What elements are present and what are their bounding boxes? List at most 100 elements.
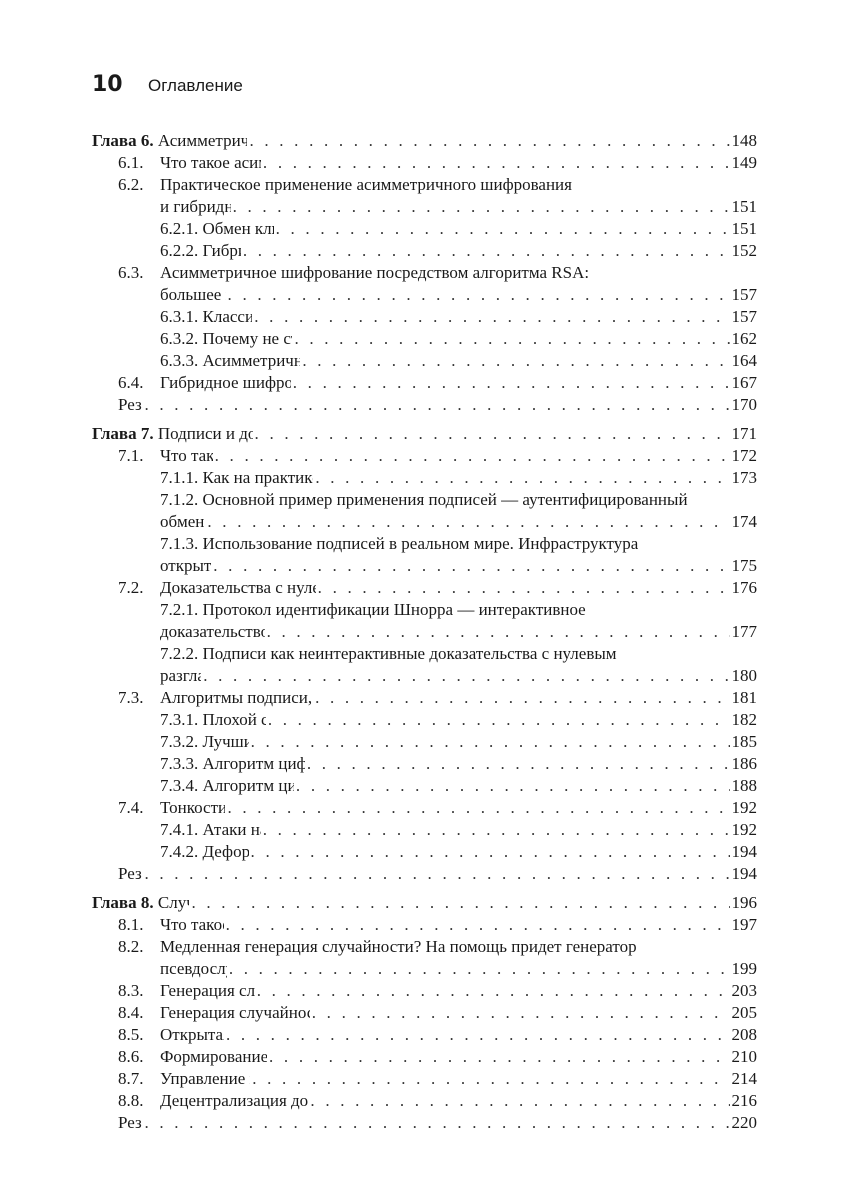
entry-title: Медленная генерация случайности? На помо… bbox=[160, 936, 637, 958]
chapter-label: Глава 8. bbox=[92, 893, 154, 912]
section-number: 6.2. bbox=[118, 175, 144, 194]
entry-text: 6.3.1. Классический алгоритм RSA bbox=[160, 307, 253, 326]
toc-entry-section[interactable]: 6.4. Гибридное шифрование с помощью алгор… bbox=[92, 372, 757, 394]
entry-text: 7.2.1. Протокол идентификации Шнорра — и… bbox=[160, 600, 586, 619]
entry-title: Формирование ключей с помощью HKDF bbox=[160, 1046, 267, 1068]
page-ref: 149 bbox=[731, 153, 758, 172]
section-number: 7.3. bbox=[118, 688, 144, 707]
toc-entry-section[interactable]: 8.7. Управление ключами и секретами 214 bbox=[92, 1068, 757, 1090]
dot-leader bbox=[293, 372, 730, 394]
dot-leader bbox=[251, 841, 730, 863]
toc-entry-continuation[interactable]: разглашением 180 bbox=[92, 665, 757, 687]
entry-text: Что такое случайность bbox=[160, 915, 224, 934]
toc-entry-sub[interactable]: 7.2.1. Протокол идентификации Шнорра — и… bbox=[92, 599, 757, 621]
dot-leader bbox=[267, 621, 730, 643]
toc-entry-sub[interactable]: 7.3.2. Лучший стандарт RSA-PSS 185 bbox=[92, 731, 757, 753]
toc-entry-section[interactable]: 6.3. Асимметричное шифрование посредством… bbox=[92, 262, 757, 284]
dot-leader bbox=[310, 1090, 729, 1112]
page-ref: 167 bbox=[731, 373, 758, 392]
chapter-title: Асимметричный и гибридный виды шифровани… bbox=[157, 131, 248, 150]
toc-entry-section[interactable]: 8.5. Открытая случайность 208 bbox=[92, 1024, 757, 1046]
entry-title: Глава 6. Асимметричный и гибридный виды … bbox=[92, 130, 247, 152]
entry-text: Асимметричное шифрование посредством алг… bbox=[160, 263, 590, 282]
page-ref: 172 bbox=[731, 446, 758, 465]
toc-entry-sub[interactable]: 7.1.2. Основной пример применения подпис… bbox=[92, 489, 757, 511]
section-number: 8.6. bbox=[118, 1047, 144, 1066]
toc-entry-section[interactable]: 8.8. Децентрализация доверия с помощью по… bbox=[92, 1090, 757, 1112]
toc-entry-chapter[interactable]: Глава 8. Случайность и секреты 196 bbox=[92, 892, 757, 914]
toc-entry-sub[interactable]: 7.3.3. Алгоритм цифровой подписи на элли… bbox=[92, 753, 757, 775]
entry-title: 7.1.1. Как на практике происходит добавл… bbox=[160, 467, 313, 489]
toc-entry-section[interactable]: 8.4. Генерация случайности и требования о… bbox=[92, 1002, 757, 1024]
toc-entry-continuation[interactable]: открытых ключей 175 bbox=[92, 555, 757, 577]
toc-entry-sub[interactable]: 6.3.2. Почему не стоит использовать RSA … bbox=[92, 328, 757, 350]
entry-text: Резюме bbox=[118, 1113, 142, 1132]
entry-text: Доказательства с нулевым разглашением. П… bbox=[160, 578, 316, 597]
toc-entry-section[interactable]: 8.6. Формирование ключей с помощью HKDF 21… bbox=[92, 1046, 757, 1068]
dot-leader bbox=[302, 350, 729, 372]
toc-entry-continuation[interactable]: доказательство с нулевым разглашением 177 bbox=[92, 621, 757, 643]
toc-entry-summary[interactable]: Резюме 170 bbox=[92, 394, 757, 416]
toc-entry-chapter[interactable]: Глава 6. Асимметричный и гибридный виды … bbox=[92, 130, 757, 152]
toc-entry-sub[interactable]: 6.2.2. Гибридное шифрование 152 bbox=[92, 240, 757, 262]
toc-entry-continuation[interactable]: псевдослучайных чисел 199 bbox=[92, 958, 757, 980]
entry-text: 7.3.4. Алгоритм цифровой подписи на крив… bbox=[160, 776, 294, 795]
toc-entry-sub[interactable]: 6.3.1. Классический алгоритм RSA 157 bbox=[92, 306, 757, 328]
dot-leader bbox=[257, 980, 730, 1002]
toc-entry-chapter[interactable]: Глава 7. Подписи и доказательства с нуле… bbox=[92, 423, 757, 445]
chapter-title: Случайность и секреты bbox=[157, 893, 190, 912]
toc-entry-section[interactable]: 8.1. Что такое случайность 197 bbox=[92, 914, 757, 936]
toc-entry-section[interactable]: 8.2. Медленная генерация случайности? На … bbox=[92, 936, 757, 958]
page-ref: 180 bbox=[731, 666, 758, 685]
toc-entry-sub[interactable]: 6.2.1. Обмен ключами и инкапсуляция ключ… bbox=[92, 218, 757, 240]
toc-entry-continuation[interactable]: и гибридное шифрование 151 bbox=[92, 196, 757, 218]
page-ref: 192 bbox=[731, 798, 758, 817]
entry-title: 7.1.2. Основной пример применения подпис… bbox=[160, 489, 688, 511]
dot-leader bbox=[243, 240, 730, 262]
toc-entry-section[interactable]: 6.2. Практическое применение асимметрично… bbox=[92, 174, 757, 196]
entry-title: Алгоритмы подписи, которые следует (или … bbox=[160, 687, 313, 709]
entry-text: Медленная генерация случайности? На помо… bbox=[160, 937, 637, 956]
dot-leader bbox=[229, 958, 730, 980]
dot-leader bbox=[249, 130, 729, 152]
dot-leader bbox=[144, 1112, 729, 1134]
entry-text: Генерация случайности на практике bbox=[160, 981, 255, 1000]
page-ref: 192 bbox=[731, 820, 758, 839]
toc-entry-section[interactable]: 8.3. Генерация случайности на практике 203 bbox=[92, 980, 757, 1002]
dot-leader bbox=[233, 196, 730, 218]
toc-entry-section[interactable]: 7.2. Доказательства с нулевым разглашение… bbox=[92, 577, 757, 599]
entry-title: 7.4.2. Деформируемость подписи bbox=[160, 841, 249, 863]
toc-entry-sub[interactable]: 7.3.1. Плохой стандарт RSA PKCS#1 v1.5 18… bbox=[92, 709, 757, 731]
dot-leader bbox=[255, 423, 730, 445]
toc-entry-summary[interactable]: Резюме 194 bbox=[92, 863, 757, 885]
page-number: 10 bbox=[92, 72, 123, 97]
toc-entry-section[interactable]: 7.1. Что такое подпись 172 bbox=[92, 445, 757, 467]
entry-title: Управление ключами и секретами bbox=[160, 1068, 250, 1090]
entry-text: Что такое подпись bbox=[160, 446, 213, 465]
entry-text: Гибридное шифрование с помощью алгоритма… bbox=[160, 373, 291, 392]
toc-entry-sub[interactable]: 6.3.3. Асимметричное шифрование с помощь… bbox=[92, 350, 757, 372]
entry-text: 7.3.2. Лучший стандарт RSA-PSS bbox=[160, 732, 249, 751]
toc-entry-sub[interactable]: 7.3.4. Алгоритм цифровой подписи на крив… bbox=[92, 775, 757, 797]
toc-entry-continuation[interactable]: большее и меньшее зло 157 bbox=[92, 284, 757, 306]
page-ref: 157 bbox=[731, 307, 758, 326]
toc-entry-sub[interactable]: 7.4.1. Атаки на подписи через подмену 192 bbox=[92, 819, 757, 841]
toc-entry-sub[interactable]: 7.4.2. Деформируемость подписи 194 bbox=[92, 841, 757, 863]
toc-entry-continuation[interactable]: обмен ключами 174 bbox=[92, 511, 757, 533]
entry-title: Резюме bbox=[118, 1112, 142, 1134]
toc-entry-sub[interactable]: 7.1.3. Использование подписей в реальном… bbox=[92, 533, 757, 555]
toc-entry-section[interactable]: 7.4. Тонкости схем подписи 192 bbox=[92, 797, 757, 819]
toc-entry-sub[interactable]: 7.2.2. Подписи как неинтерактивные доказ… bbox=[92, 643, 757, 665]
entry-text: 6.2.1. Обмен ключами и инкапсуляция ключ… bbox=[160, 219, 274, 238]
entry-title-continuation: большее и меньшее зло bbox=[160, 285, 226, 304]
page-ref: 205 bbox=[731, 1003, 758, 1022]
toc-entry-section[interactable]: 6.1. Что такое асимметричное шифрование 14… bbox=[92, 152, 757, 174]
toc-entry-section[interactable]: 7.3. Алгоритмы подписи, которые следует (… bbox=[92, 687, 757, 709]
page-ref: 208 bbox=[731, 1025, 758, 1044]
entry-title: 7.1.3. Использование подписей в реальном… bbox=[160, 533, 638, 555]
toc-entry-sub[interactable]: 7.1.1. Как на практике происходит добавл… bbox=[92, 467, 757, 489]
dot-leader bbox=[276, 218, 730, 240]
toc-entry-summary[interactable]: Резюме 220 bbox=[92, 1112, 757, 1134]
dot-leader bbox=[252, 1068, 729, 1090]
entry-text: 7.2.2. Подписи как неинтерактивные доказ… bbox=[160, 644, 617, 663]
